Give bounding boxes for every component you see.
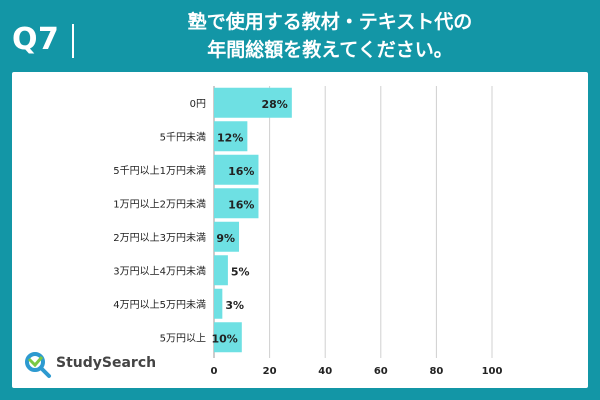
category-label: 2万円以上3万円未満	[113, 232, 206, 244]
chart-panel: 0円 28% 5千円未満 12% 5千円以上1万円未満 16% 1万円以上2万円未満 16% 2…	[12, 72, 588, 388]
bar	[214, 87, 292, 118]
bar-chart: 0円 28% 5千円未満 12% 5千円以上1万円未満 16% 1万円以上2万円未満 16% 2…	[113, 86, 503, 377]
x-tick-label: 80	[429, 366, 443, 377]
question-divider	[72, 24, 74, 58]
data-label: 28%	[261, 98, 287, 111]
title-line-2: 年間総額を教えてください。	[207, 39, 453, 61]
magnifier-logo-icon	[25, 352, 51, 378]
x-tick-label: 20	[263, 366, 277, 377]
header: Q7 塾で使用する教材・テキスト代の 年間総額を教えてください。	[0, 0, 600, 72]
bar	[214, 255, 228, 286]
data-label: 5%	[231, 265, 250, 278]
category-label: 3万円以上4万円未満	[113, 265, 206, 277]
studysearch-logo: StudySearch	[24, 349, 164, 383]
category-label: 4万円以上5万円未満	[113, 299, 206, 311]
bar	[214, 221, 240, 252]
category-label: 5千円以上1万円未満	[113, 165, 206, 177]
bar	[214, 154, 259, 185]
x-tick-label: 100	[482, 366, 503, 377]
bar	[214, 288, 223, 319]
category-label: 5万円以上	[160, 332, 206, 344]
title-line-1: 塾で使用する教材・テキスト代の	[187, 11, 473, 33]
x-tick-label: 60	[374, 366, 388, 377]
bar	[214, 322, 242, 353]
data-label: 10%	[211, 332, 237, 345]
category-label: 5千円未満	[160, 131, 206, 143]
page-title: 塾で使用する教材・テキスト代の 年間総額を教えてください。	[80, 8, 580, 64]
data-label: 12%	[217, 131, 243, 144]
bar	[214, 188, 259, 219]
category-label: 0円	[190, 99, 206, 110]
data-label: 16%	[228, 165, 254, 178]
bar	[214, 121, 248, 152]
category-label: 1万円以上2万円未満	[113, 198, 206, 210]
x-tick-label: 40	[318, 366, 332, 377]
x-tick-label: 0	[211, 366, 218, 377]
data-label: 3%	[225, 299, 244, 312]
data-label: 16%	[228, 198, 254, 211]
question-number: Q7	[12, 22, 60, 57]
brand-name: StudySearch	[56, 355, 157, 371]
data-label: 9%	[216, 232, 235, 245]
